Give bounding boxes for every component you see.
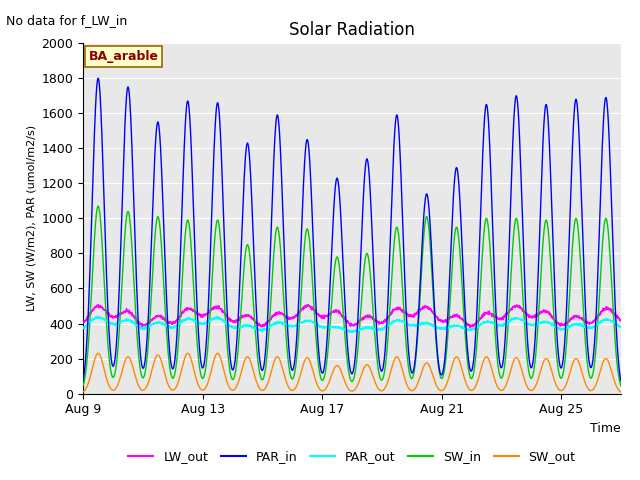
SW_in — [548, 275, 556, 281]
Line: PAR_in: PAR_in — [83, 78, 621, 381]
PAR_out — [275, 321, 282, 326]
PAR_out — [198, 321, 206, 327]
PAR_out — [214, 313, 221, 319]
LW_out — [79, 320, 87, 326]
LW_out — [467, 324, 474, 330]
SW_in — [94, 203, 102, 209]
LW_out — [198, 312, 206, 318]
SW_out — [369, 373, 377, 379]
SW_out — [132, 374, 140, 380]
Text: BA_arable: BA_arable — [88, 50, 159, 63]
PAR_out — [617, 324, 625, 330]
PAR_in — [94, 75, 102, 81]
SW_in — [132, 308, 140, 313]
PAR_in — [198, 365, 206, 371]
PAR_in — [164, 323, 172, 328]
PAR_out — [348, 330, 356, 336]
PAR_out — [131, 322, 139, 328]
Line: SW_out: SW_out — [83, 353, 621, 392]
PAR_out — [164, 324, 172, 329]
PAR_out — [548, 323, 556, 329]
SW_in — [369, 308, 377, 313]
PAR_in — [132, 251, 140, 256]
SW_in — [79, 383, 87, 388]
SW_out — [275, 355, 282, 360]
SW_in — [198, 375, 206, 381]
Legend: LW_out, PAR_in, PAR_out, SW_in, SW_out: LW_out, PAR_in, PAR_out, SW_in, SW_out — [124, 445, 580, 468]
SW_in — [275, 227, 282, 233]
LW_out — [275, 311, 282, 317]
PAR_in — [548, 198, 556, 204]
SW_in — [617, 383, 625, 389]
LW_out — [304, 301, 312, 307]
SW_out — [94, 350, 102, 356]
Text: No data for f_LW_in: No data for f_LW_in — [6, 14, 127, 27]
SW_out — [548, 367, 556, 373]
LW_out — [369, 317, 377, 323]
PAR_in — [617, 378, 625, 384]
Line: PAR_out: PAR_out — [83, 316, 621, 333]
SW_out — [198, 387, 206, 393]
LW_out — [164, 319, 172, 325]
SW_in — [164, 346, 172, 352]
PAR_in — [275, 117, 282, 123]
Title: Solar Radiation: Solar Radiation — [289, 21, 415, 39]
PAR_out — [79, 325, 87, 331]
LW_out — [617, 318, 625, 324]
Y-axis label: LW, SW (W/m2), PAR (umol/m2/s): LW, SW (W/m2), PAR (umol/m2/s) — [26, 125, 36, 312]
SW_out — [164, 381, 172, 387]
LW_out — [548, 315, 556, 321]
PAR_in — [79, 377, 87, 383]
Line: SW_in: SW_in — [83, 206, 621, 386]
LW_out — [131, 315, 139, 321]
SW_out — [617, 389, 625, 395]
Line: LW_out: LW_out — [83, 304, 621, 327]
X-axis label: Time: Time — [590, 422, 621, 435]
SW_out — [79, 389, 87, 395]
PAR_in — [369, 252, 377, 258]
PAR_out — [369, 326, 377, 332]
